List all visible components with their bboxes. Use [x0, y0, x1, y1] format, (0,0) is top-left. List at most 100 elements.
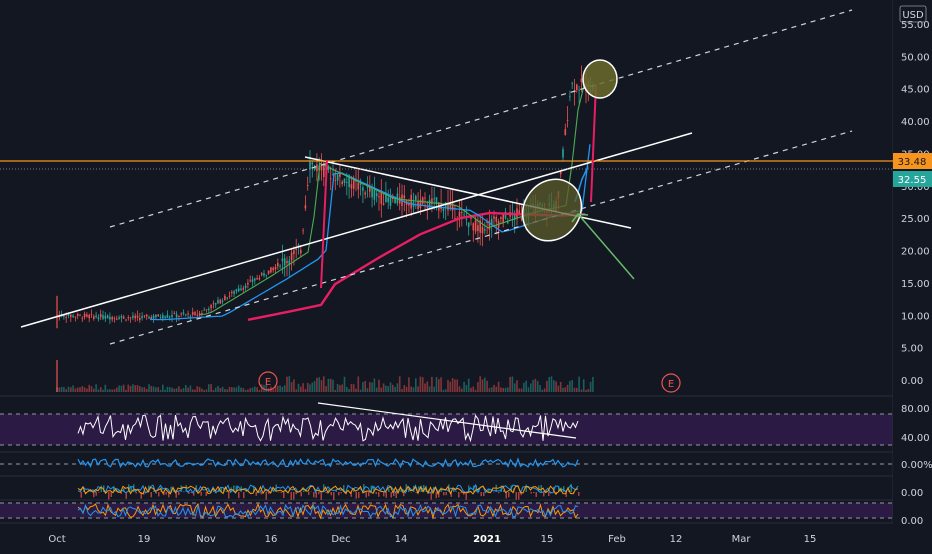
macd-histogram-bar [518, 492, 520, 499]
candle-body [569, 96, 571, 97]
candle-body [358, 183, 360, 189]
volume-bar [562, 388, 564, 392]
last-price-label: 32.55 [898, 175, 927, 186]
candle-body [178, 316, 180, 317]
volume-bar [574, 388, 576, 392]
volume-bar [519, 388, 521, 392]
macd-histogram-bar [291, 492, 293, 500]
macd-histogram-bar [391, 492, 393, 498]
candle-body [433, 198, 435, 199]
volume-bar [238, 386, 240, 392]
volume-bar [413, 387, 415, 392]
volume-bar [82, 386, 84, 392]
volume-bar [91, 386, 93, 392]
volume-bar [576, 388, 578, 392]
volume-bar [86, 389, 88, 392]
time-tick-label: 16 [265, 534, 278, 545]
candle-body [197, 315, 199, 316]
volume-bar [190, 385, 192, 392]
candle-body [213, 303, 215, 304]
volume-bar [509, 377, 511, 392]
volume-bar [553, 380, 555, 392]
volume-bar [539, 385, 541, 392]
candle-body [415, 196, 417, 200]
candle-body [192, 312, 194, 314]
candle-body [210, 305, 212, 309]
time-tick-label: 12 [670, 534, 683, 545]
volume-bar [353, 384, 355, 392]
time-tick-label: 19 [138, 534, 151, 545]
macd-histogram-bar [296, 492, 298, 494]
rsi-tick-upper: 80.00 [901, 404, 930, 415]
volume-bar [229, 387, 231, 392]
volume-bar [236, 387, 238, 392]
volume-bar [107, 390, 109, 392]
time-tick-label: 15 [541, 534, 554, 545]
volume-bar [484, 378, 486, 392]
candle-body [259, 278, 261, 280]
volume-bar [461, 389, 463, 392]
volume-bar [59, 388, 61, 392]
volume-bar [567, 385, 569, 392]
candle-body [70, 315, 72, 317]
macd-histogram-bar [331, 492, 333, 495]
volume-bar [277, 386, 279, 392]
time-tick-label: Oct [48, 534, 65, 545]
candle-body [316, 164, 318, 171]
candle-body [174, 313, 176, 314]
volume-bar [581, 390, 583, 392]
candle-body [121, 316, 123, 317]
macd-histogram-bar [303, 491, 305, 492]
volume-bar [569, 381, 571, 392]
candle-body [337, 175, 339, 181]
candle-body [576, 85, 578, 90]
volume-bar [100, 387, 102, 392]
rsi-tick-lower: 40.00 [901, 433, 930, 444]
macd-histogram-bar [201, 492, 203, 496]
volume-bar [157, 387, 159, 392]
volume-bar [68, 387, 70, 392]
candle-body [167, 315, 169, 318]
volume-bar [528, 387, 530, 392]
volume-bar [199, 387, 201, 392]
volume-bar [374, 378, 376, 392]
candle-body [344, 178, 346, 183]
candle-body [105, 316, 107, 319]
target-circle[interactable] [583, 60, 617, 98]
macd-histogram-bar [266, 492, 268, 500]
macd-histogram-bar [326, 492, 328, 493]
candle-body [567, 120, 569, 121]
candle-body [312, 163, 314, 165]
candle-body [507, 222, 509, 223]
candle-body [284, 258, 286, 265]
macd-histogram-bar [483, 492, 485, 496]
candle-body [341, 182, 343, 184]
volume-bar [532, 380, 534, 392]
volume-bar [75, 389, 77, 392]
price-tick-label: 25.00 [901, 214, 930, 225]
volume-bar [498, 382, 500, 392]
candle-body [128, 317, 130, 318]
candle-body [302, 230, 304, 231]
macd-histogram-bar [283, 492, 285, 498]
candle-body [224, 296, 226, 300]
volume-bar [417, 386, 419, 392]
candle-body [194, 312, 196, 315]
volume-bar [344, 377, 346, 392]
candle-body [190, 316, 192, 317]
macd-histogram-bar [318, 492, 320, 494]
time-tick-label: Nov [196, 534, 216, 545]
volume-bar [201, 389, 203, 392]
volume-bar [516, 380, 518, 392]
volume-bar [433, 387, 435, 392]
candle-body [254, 279, 256, 281]
candle-body [351, 184, 353, 188]
volume-bar [406, 387, 408, 392]
candle-body [261, 273, 263, 275]
candle-body [565, 129, 567, 135]
volume-bar [65, 389, 67, 392]
time-tick-label: Feb [608, 534, 626, 545]
